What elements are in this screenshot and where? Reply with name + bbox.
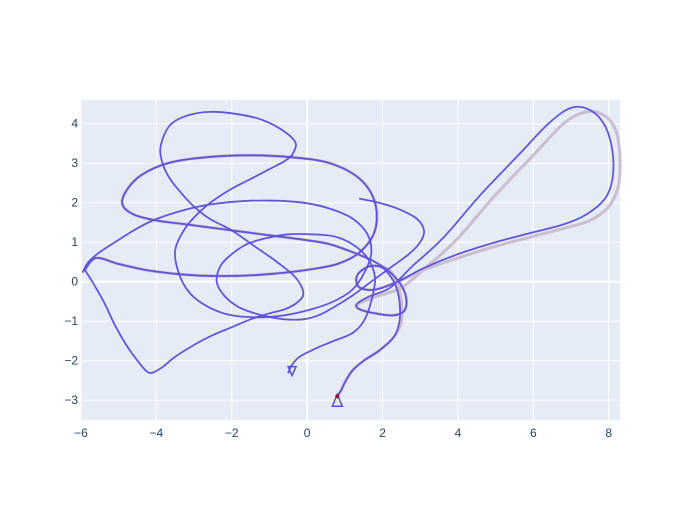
y-tick-label: 1 <box>71 235 78 249</box>
x-tick-label: 2 <box>379 426 386 440</box>
tick-labels: −6 −4 −2 0 2 4 6 8 −3 −2 −1 0 1 2 3 4 <box>64 117 612 440</box>
y-tick-label: −2 <box>64 354 78 368</box>
x-tick-label: 8 <box>605 426 612 440</box>
y-tick-label: 4 <box>71 117 78 131</box>
x-tick-label: −4 <box>150 426 164 440</box>
estimated-trajectory-line <box>83 105 615 398</box>
y-tick-label: 2 <box>71 196 78 210</box>
series-layer <box>82 105 622 398</box>
start-point <box>335 394 340 399</box>
y-tick-label: 0 <box>71 275 78 289</box>
estimated-trajectory-line <box>82 154 373 319</box>
estimated-trajectory-line <box>83 110 305 374</box>
end-marker <box>286 365 298 378</box>
x-tick-label: 6 <box>530 426 537 440</box>
x-tick-label: 4 <box>455 426 462 440</box>
x-tick-label: −6 <box>74 426 88 440</box>
x-tick-label: 0 <box>304 426 311 440</box>
estimated-trajectory-line <box>215 197 426 374</box>
start-marker <box>331 392 344 408</box>
y-tick-label: 3 <box>71 156 78 170</box>
y-tick-label: −1 <box>64 314 78 328</box>
x-tick-label: −2 <box>225 426 239 440</box>
y-tick-label: −3 <box>64 393 78 407</box>
marker-layer <box>286 365 344 408</box>
grid-lines <box>80 100 620 420</box>
